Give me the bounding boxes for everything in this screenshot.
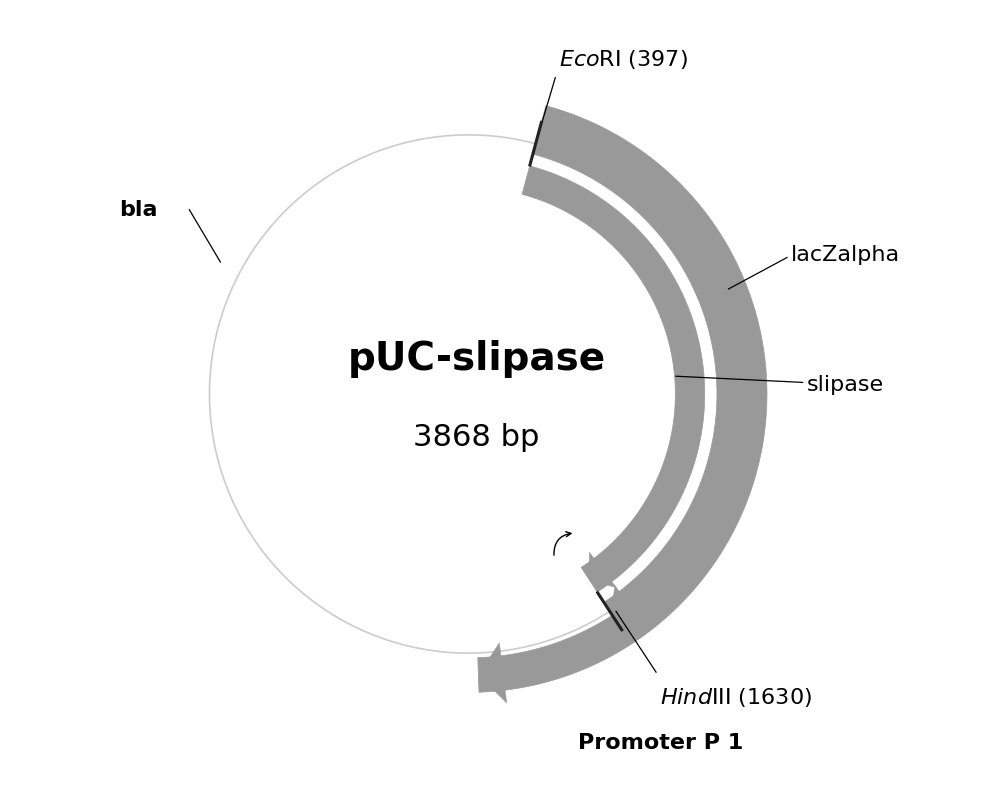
Polygon shape — [522, 166, 705, 592]
Polygon shape — [478, 106, 767, 692]
Text: slipase: slipase — [807, 375, 884, 395]
Text: Promoter P 1: Promoter P 1 — [578, 734, 743, 753]
Text: bla: bla — [119, 199, 158, 220]
Polygon shape — [612, 585, 642, 621]
Text: $\mathit{Hind}$III (1630): $\mathit{Hind}$III (1630) — [660, 686, 812, 709]
Text: pUC-slipase: pUC-slipase — [347, 340, 606, 377]
Polygon shape — [589, 552, 616, 588]
Polygon shape — [478, 643, 507, 703]
Text: $\mathit{Eco}$RI (397): $\mathit{Eco}$RI (397) — [559, 48, 688, 72]
Text: lacZalpha: lacZalpha — [791, 245, 900, 265]
Polygon shape — [533, 126, 746, 627]
Text: 3868 bp: 3868 bp — [413, 422, 540, 452]
